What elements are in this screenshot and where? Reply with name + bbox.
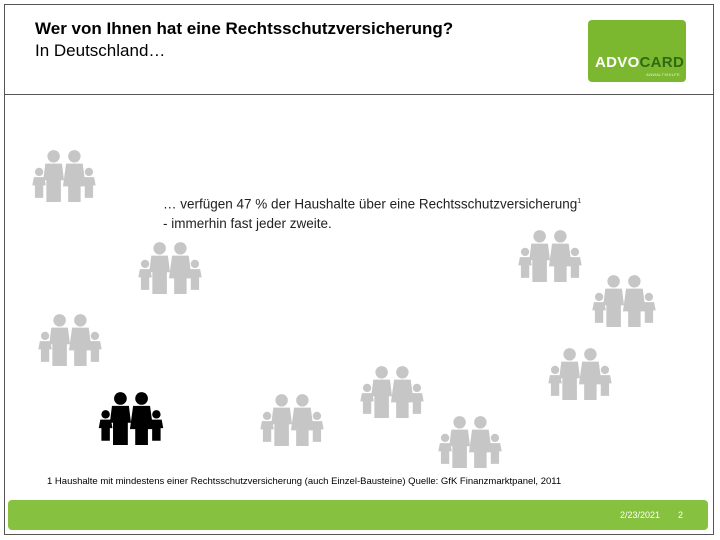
footer-bar — [8, 500, 708, 530]
family-icon — [518, 230, 582, 282]
title-line-1: Wer von Ihnen hat eine Rechtsschutzversi… — [35, 19, 454, 38]
family-icon — [360, 366, 424, 418]
family-icon — [260, 394, 324, 446]
logo-tagline: ANWALTSHILFE — [646, 72, 680, 77]
statistic-callout: … verfügen 47 % der Haushalte über eine … — [163, 192, 581, 233]
title-line-2: In Deutschland… — [35, 41, 166, 60]
slide-title: Wer von Ihnen hat eine Rechtsschutzversi… — [35, 18, 453, 62]
footnote-marker: 1 — [577, 198, 582, 205]
callout-line-1: … verfügen 47 % der Haushalte über eine … — [163, 196, 578, 212]
footer-date: 2/23/2021 — [620, 510, 661, 520]
family-icon — [548, 348, 612, 400]
callout-line-2: - immerhin fast jeder zweite. — [163, 215, 332, 231]
family-icon — [32, 150, 96, 202]
page-number: 2 — [678, 510, 684, 520]
family-icon — [38, 314, 102, 366]
family-icon-highlighted — [98, 392, 164, 445]
logo-wordmark: ADVOCARD — [595, 54, 685, 71]
family-icon — [138, 242, 202, 294]
slide-frame — [4, 4, 714, 535]
family-icon — [438, 416, 502, 468]
footnote-source: 1 Haushalte mit mindestens einer Rechtss… — [47, 476, 562, 487]
header-divider — [4, 94, 714, 95]
advocard-logo: ADVOCARD ANWALTSHILFE — [588, 20, 686, 82]
family-icon — [592, 275, 656, 327]
